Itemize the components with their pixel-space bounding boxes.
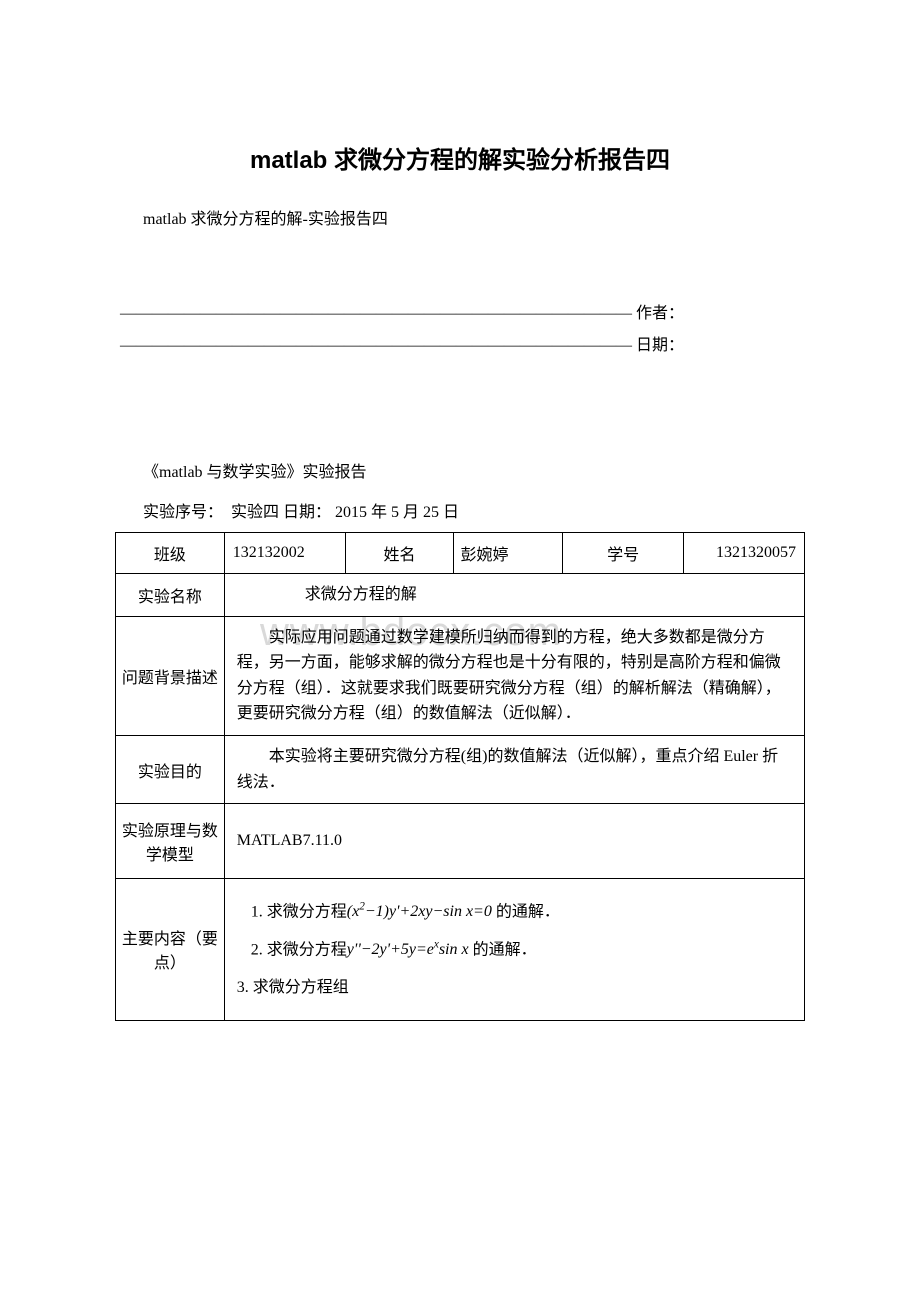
label-background: 问题背景描述	[116, 616, 225, 735]
report-subheader: 实验序号： 实验四 日期： 2015 年 5 月 25 日	[143, 498, 805, 522]
content-item-1: 1. 求微分方程(x2−1)y'+2xy−sin x=0 的通解．	[237, 899, 792, 925]
value-purpose: 本实验将主要研究微分方程(组)的数值解法（近似解），重点介绍 Euler 折线法…	[224, 735, 804, 803]
table-row-exp-name: 实验名称 求微分方程的解	[116, 574, 805, 617]
label-content: 主要内容（要点）	[116, 878, 225, 1020]
content-item-2: 2. 求微分方程y''−2y'+5y=exsin x 的通解．	[237, 937, 792, 963]
item2-equation: y''−2y'+5y=exsin x	[347, 941, 469, 958]
value-name: 彭婉婷	[454, 533, 563, 574]
value-exp-name: 求微分方程的解	[224, 574, 804, 617]
table-row-info: 班级 132132002 姓名 彭婉婷 学号 1321320057	[116, 533, 805, 574]
label-principle: 实验原理与数学模型	[116, 804, 225, 879]
report-header: 《matlab 与数学实验》实验报告	[143, 458, 805, 482]
item1-equation: (x2−1)y'+2xy−sin x=0	[347, 903, 492, 920]
document-content: matlab 求微分方程的解实验分析报告四 matlab 求微分方程的解-实验报…	[115, 140, 805, 1021]
value-class: 132132002	[224, 533, 345, 574]
label-exp-name: 实验名称	[116, 574, 225, 617]
value-principle: MATLAB7.11.0	[224, 804, 804, 879]
item1-suffix: 的通解．	[496, 903, 560, 920]
table-row-content: 主要内容（要点） 1. 求微分方程(x2−1)y'+2xy−sin x=0 的通…	[116, 878, 805, 1020]
label-id: 学号	[563, 533, 684, 574]
table-row-purpose: 实验目的 本实验将主要研究微分方程(组)的数值解法（近似解），重点介绍 Eule…	[116, 735, 805, 803]
document-subtitle: matlab 求微分方程的解-实验报告四	[143, 205, 805, 229]
label-name: 姓名	[345, 533, 454, 574]
table-row-background: 问题背景描述 实际应用问题通过数学建模所归纳而得到的方程，绝大多数都是微分方程，…	[116, 616, 805, 735]
label-class: 班级	[116, 533, 225, 574]
label-purpose: 实验目的	[116, 735, 225, 803]
item1-prefix: 1. 求微分方程	[251, 903, 347, 920]
table-row-principle: 实验原理与数学模型 MATLAB7.11.0	[116, 804, 805, 879]
item2-suffix: 的通解．	[473, 941, 537, 958]
value-id: 1321320057	[684, 533, 805, 574]
spacer	[115, 363, 805, 458]
author-line: ———————————————————————————————— 作者：	[120, 299, 805, 323]
content-item-3: 3. 求微分方程组	[237, 975, 792, 1001]
value-background: 实际应用问题通过数学建模所归纳而得到的方程，绝大多数都是微分方程，另一方面，能够…	[224, 616, 804, 735]
item2-prefix: 2. 求微分方程	[251, 941, 347, 958]
report-table: 班级 132132002 姓名 彭婉婷 学号 1321320057 实验名称 求…	[115, 532, 805, 1021]
date-line: ———————————————————————————————— 日期：	[120, 331, 805, 355]
value-content: 1. 求微分方程(x2−1)y'+2xy−sin x=0 的通解． 2. 求微分…	[224, 878, 804, 1020]
document-title: matlab 求微分方程的解实验分析报告四	[115, 140, 805, 175]
